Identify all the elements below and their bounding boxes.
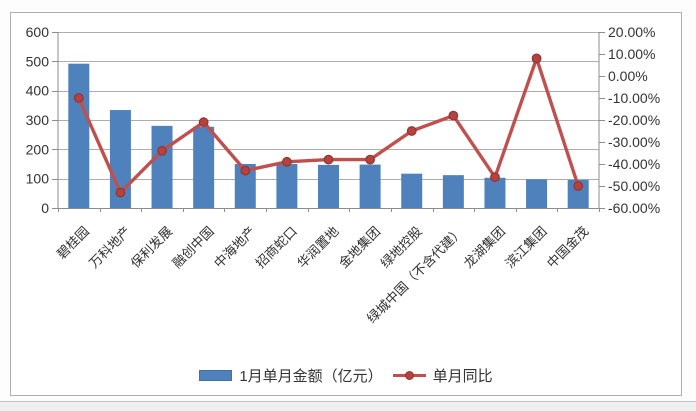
gridlines xyxy=(58,32,599,180)
right-axis-tick-label: -40.00% xyxy=(608,156,660,172)
bar-line-chart: 0 100 200 300 400 500 600 20.00% 10.00% 0.00% -10.… xyxy=(26,24,661,327)
right-axis-labels: 20.00% 10.00% 0.00% -10.00% -20.00% -30.00% -4… xyxy=(608,24,660,216)
category-label: 万科地产 xyxy=(86,224,133,271)
left-axis-labels: 0 100 200 300 400 500 600 xyxy=(26,24,50,216)
chart-legend: 1月单月金额（亿元） 单月同比 xyxy=(11,365,681,386)
line-marker xyxy=(490,172,500,183)
line-marker xyxy=(281,156,292,167)
category-label: 碧桂园 xyxy=(54,224,92,262)
left-axis-tick-label: 0 xyxy=(41,200,49,216)
bar xyxy=(401,173,423,208)
bar xyxy=(193,126,215,208)
chart-frame: 0 100 200 300 400 500 600 20.00% 10.00% 0.00% -10.… xyxy=(10,12,682,396)
category-label: 招商蛇口 xyxy=(253,224,300,271)
legend-item-line-series: 单月同比 xyxy=(392,365,493,386)
line-marker xyxy=(531,53,542,64)
bar xyxy=(151,125,173,208)
legend-item-bar-series: 1月单月金额（亿元） xyxy=(199,365,383,386)
line-marker xyxy=(157,145,167,156)
line-marker xyxy=(198,117,209,128)
line-marker xyxy=(406,126,417,136)
bar xyxy=(442,175,464,208)
right-axis-tick-label: -20.00% xyxy=(608,112,660,128)
right-axis-tick-label: -60.00% xyxy=(608,200,660,216)
category-label: 龙湖集团 xyxy=(461,224,508,271)
left-axis-tick-label: 200 xyxy=(26,141,50,157)
left-axis-tick-label: 600 xyxy=(26,24,50,40)
line-marker xyxy=(323,154,334,165)
category-label: 金地集团 xyxy=(336,224,383,271)
category-label: 保利发展 xyxy=(128,224,175,271)
left-axis-tick-label: 400 xyxy=(26,83,50,99)
line-marker xyxy=(240,165,251,176)
bar xyxy=(318,164,339,208)
bar xyxy=(526,179,548,208)
right-axis-tick-label: -50.00% xyxy=(608,178,660,194)
category-axis-labels: 碧桂园万科地产保利发展融创中国中海地产招商蛇口华润置地金地集团绿地控股绿城中国（… xyxy=(54,224,592,327)
right-axis-tick-label: -30.00% xyxy=(608,134,660,150)
right-axis-tick-label: 20.00% xyxy=(608,24,655,40)
bar xyxy=(567,179,589,208)
line-marker xyxy=(573,181,584,191)
screenshot-bottom-edge xyxy=(0,401,696,411)
category-label: 滨江集团 xyxy=(502,224,549,271)
bar xyxy=(68,63,90,209)
left-axis-tick-label: 500 xyxy=(26,53,50,69)
line-markers xyxy=(73,53,584,198)
bar-series-swatch-icon xyxy=(199,370,233,381)
right-axis-tick-label: 10.00% xyxy=(608,46,655,62)
bar xyxy=(234,164,256,208)
right-axis-tick-label: -10.00% xyxy=(608,90,660,106)
line-marker xyxy=(115,187,126,198)
category-label: 中海地产 xyxy=(211,224,258,271)
line-marker xyxy=(73,93,84,103)
line-marker xyxy=(448,110,459,121)
legend-label-bar-series: 1月单月金额（亿元） xyxy=(239,368,383,385)
left-axis-tick-label: 300 xyxy=(26,112,50,128)
category-label: 华润置地 xyxy=(294,224,341,271)
bar xyxy=(276,164,298,208)
line-marker xyxy=(365,154,376,165)
line-series-swatch-icon xyxy=(392,370,426,381)
left-axis-tick-label: 100 xyxy=(26,171,50,187)
bar xyxy=(484,177,506,208)
category-label: 融创中国 xyxy=(169,224,216,271)
legend-label-line-series: 单月同比 xyxy=(432,368,493,385)
bar xyxy=(359,164,381,208)
category-label: 中国金茂 xyxy=(544,224,591,271)
axes xyxy=(52,32,605,212)
right-axis-tick-label: 0.00% xyxy=(608,68,648,84)
